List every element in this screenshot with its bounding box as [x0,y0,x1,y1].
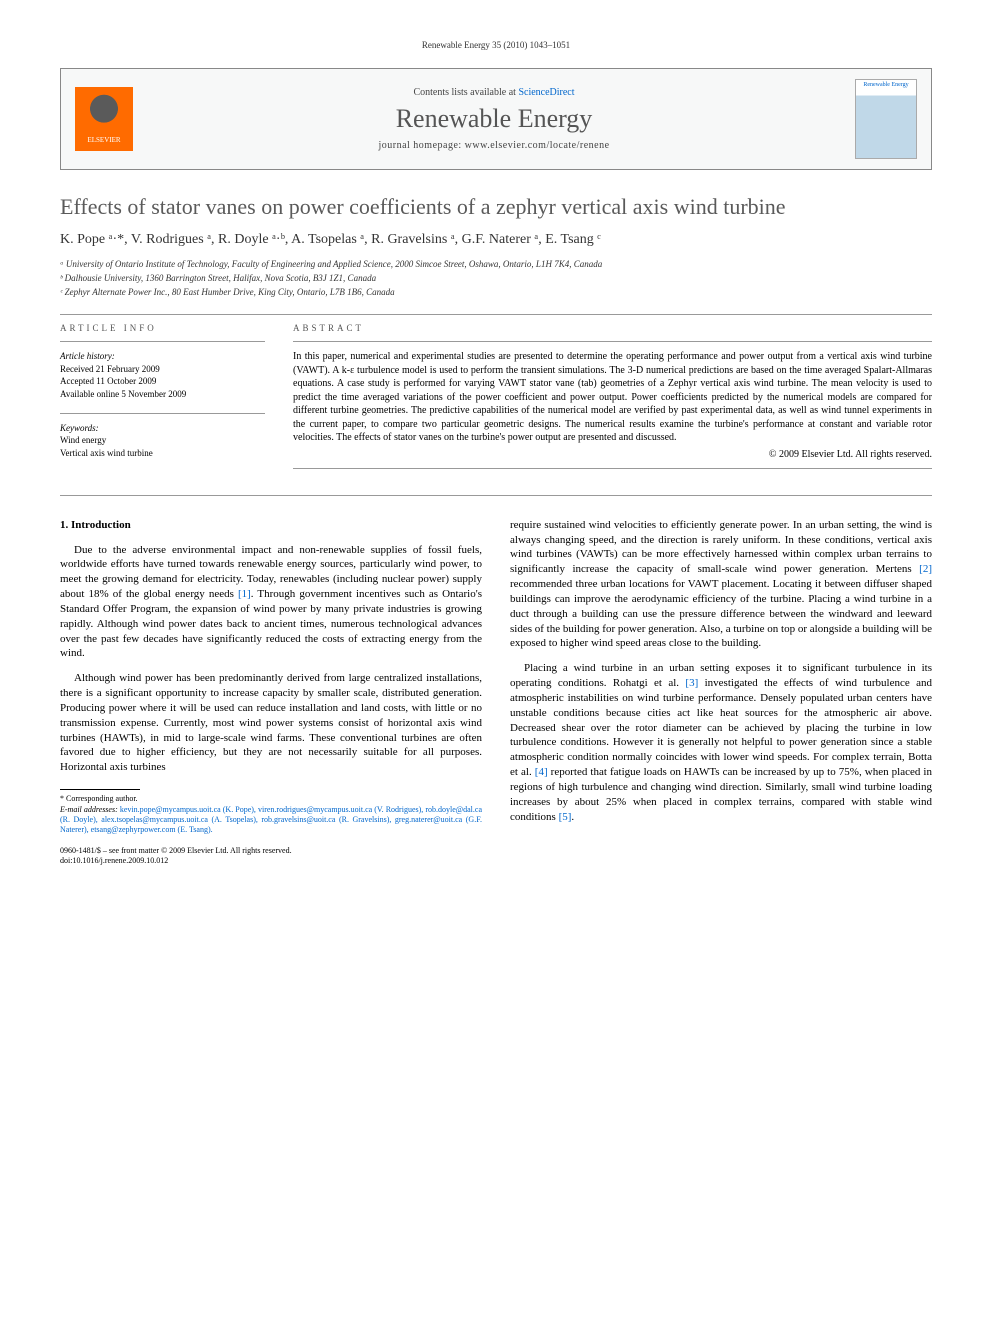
paragraph-3: require sustained wind velocities to eff… [510,518,932,652]
journal-homepage: journal homepage: www.elsevier.com/locat… [147,140,841,151]
abstract-label: ABSTRACT [293,323,932,333]
divider [60,495,932,496]
emails-list: kevin.pope@mycampus.uoit.ca (K. Pope), v… [60,805,482,835]
front-matter-line: 0960-1481/$ – see front matter © 2009 El… [60,846,482,856]
journal-cover-thumbnail-icon: Renewable Energy [855,79,917,159]
sciencedirect-link[interactable]: ScienceDirect [518,87,574,98]
footnote-separator [60,789,140,790]
article-title: Effects of stator vanes on power coeffic… [60,194,932,220]
article-info-label: ARTICLE INFO [60,323,265,333]
divider [60,314,932,315]
journal-center: Contents lists available at ScienceDirec… [147,87,841,151]
ref-link[interactable]: [3] [685,677,698,689]
email-addresses: E-mail addresses: kevin.pope@mycampus.uo… [60,805,482,836]
contents-line: Contents lists available at ScienceDirec… [147,87,841,98]
ref-link[interactable]: [4] [535,766,548,778]
history-online: Available online 5 November 2009 [60,388,265,401]
history-header: Article history: [60,350,265,363]
ref-link[interactable]: [1] [238,588,251,600]
right-column: require sustained wind velocities to eff… [510,518,932,867]
cover-text: Renewable Energy [863,82,908,88]
footnotes: * Corresponding author. E-mail addresses… [60,794,482,836]
keyword-2: Vertical axis wind turbine [60,447,265,460]
abstract-column: ABSTRACT In this paper, numerical and ex… [293,323,932,477]
affiliation-b: ᵇ Dalhousie University, 1360 Barrington … [60,272,932,285]
article-history: Article history: Received 21 February 20… [60,350,265,400]
keywords-header: Keywords: [60,422,265,435]
paragraph-1: Due to the adverse environmental impact … [60,543,482,662]
journal-header-box: ELSEVIER Contents lists available at Sci… [60,68,932,170]
emails-label: E-mail addresses: [60,805,118,814]
article-info-column: ARTICLE INFO Article history: Received 2… [60,323,265,477]
section-1-heading: 1. Introduction [60,518,482,533]
abstract-text: In this paper, numerical and experimenta… [293,350,932,445]
publisher-name: ELSEVIER [87,136,120,144]
affiliation-c: ᶜ Zephyr Alternate Power Inc., 80 East H… [60,286,932,299]
paragraph-2: Although wind power has been predominant… [60,671,482,775]
doi-block: 0960-1481/$ – see front matter © 2009 El… [60,846,482,867]
left-column: 1. Introduction Due to the adverse envir… [60,518,482,867]
homepage-url: www.elsevier.com/locate/renene [465,140,610,151]
keyword-1: Wind energy [60,434,265,447]
running-header: Renewable Energy 35 (2010) 1043–1051 [60,40,932,50]
history-accepted: Accepted 11 October 2009 [60,375,265,388]
elsevier-logo-icon: ELSEVIER [75,87,133,151]
doi-line: doi:10.1016/j.renene.2009.10.012 [60,856,482,866]
ref-link[interactable]: [5] [559,811,572,823]
info-abstract-row: ARTICLE INFO Article history: Received 2… [60,323,932,477]
affiliation-a: ᵃ University of Ontario Institute of Tec… [60,258,932,271]
ref-link[interactable]: [2] [919,563,932,575]
homepage-prefix: journal homepage: [378,140,464,151]
contents-prefix: Contents lists available at [413,87,518,98]
abstract-copyright: © 2009 Elsevier Ltd. All rights reserved… [293,449,932,460]
journal-name: Renewable Energy [147,104,841,134]
history-received: Received 21 February 2009 [60,363,265,376]
corresponding-author: * Corresponding author. [60,794,482,804]
keywords-block: Keywords: Wind energy Vertical axis wind… [60,422,265,460]
paragraph-4: Placing a wind turbine in an urban setti… [510,661,932,824]
body-two-columns: 1. Introduction Due to the adverse envir… [60,518,932,867]
authors-line: K. Pope ᵃ·*, V. Rodrigues ᵃ, R. Doyle ᵃ·… [60,232,932,248]
affiliations: ᵃ University of Ontario Institute of Tec… [60,258,932,298]
